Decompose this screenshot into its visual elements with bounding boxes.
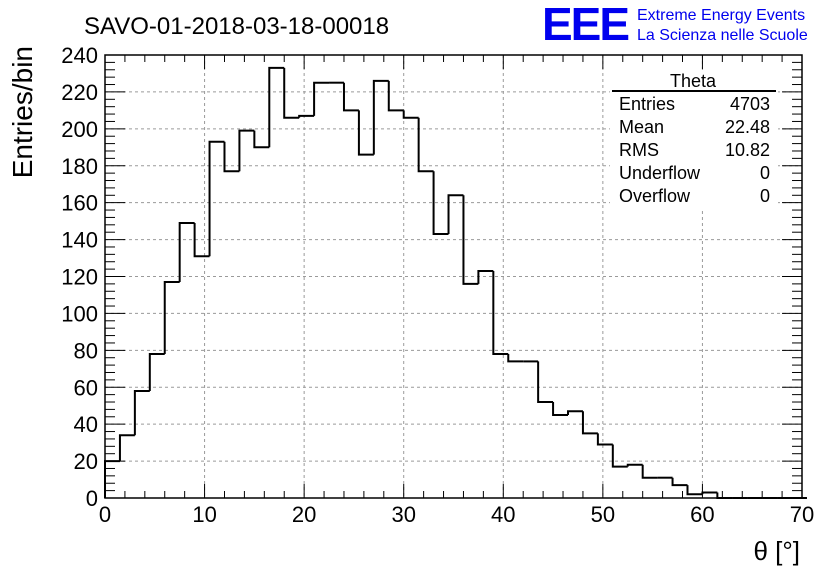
- histogram-bin: [477, 269, 494, 284]
- histogram-bin: [223, 141, 240, 173]
- histogram-bin: [313, 81, 330, 116]
- histogram-bin: [611, 444, 628, 468]
- histogram-bin: [447, 194, 464, 235]
- histogram-bin: [596, 433, 613, 446]
- stats-value-underflow: 0: [760, 163, 770, 183]
- x-tick-label: 60: [690, 502, 714, 527]
- logo-line-1: Extreme Energy Events: [637, 7, 805, 24]
- x-axis-label: θ [°]: [753, 536, 800, 566]
- stats-label-mean: Mean: [619, 117, 664, 137]
- x-tick-label: 20: [292, 502, 316, 527]
- y-tick-label: 120: [61, 265, 98, 290]
- stats-value-overflow: 0: [760, 186, 770, 206]
- stats-box: Theta Entries 4703 Mean 22.48 RMS 10.82 …: [610, 70, 778, 210]
- y-tick-label: 240: [61, 43, 98, 68]
- histogram-bin: [671, 477, 688, 487]
- histogram-bin: [626, 463, 643, 467]
- histogram-bin: [567, 410, 583, 415]
- stats-label-underflow: Underflow: [619, 163, 701, 183]
- x-tick-label: 70: [790, 502, 814, 527]
- y-tick-label: 20: [74, 449, 98, 474]
- histogram-bin: [387, 80, 404, 112]
- histogram-bin: [208, 140, 225, 257]
- histogram-bin: [507, 354, 524, 363]
- y-tick-label: 140: [61, 228, 98, 253]
- histogram-bin: [462, 195, 479, 285]
- histogram-bin: [552, 402, 569, 416]
- histogram-bin: [193, 222, 210, 258]
- histogram-bin: [342, 82, 359, 112]
- y-axis-label: Entries/bin: [7, 46, 38, 178]
- stats-value-rms: 10.82: [725, 140, 770, 160]
- logo-mark: EEE: [542, 0, 628, 50]
- histogram-bin: [133, 389, 150, 436]
- histogram-bin: [641, 464, 658, 479]
- histogram-bin: [402, 110, 419, 119]
- y-tick-label: 40: [74, 412, 98, 437]
- stats-value-entries: 4703: [730, 94, 770, 114]
- chart-title: SAVO-01-2018-03-18-00018: [84, 13, 389, 40]
- histogram-bin: [537, 361, 554, 404]
- x-tick-label: 40: [491, 502, 515, 527]
- logo-line-2: La Scienza nelle Scuole: [637, 27, 808, 44]
- histogram-bin: [118, 434, 135, 462]
- y-tick-label: 160: [61, 191, 98, 216]
- histogram-bin: [178, 221, 195, 283]
- histogram-bin: [268, 66, 285, 148]
- stats-label-overflow: Overflow: [619, 186, 691, 206]
- y-tick-label: 220: [61, 80, 98, 105]
- y-tick-label: 0: [86, 486, 98, 511]
- x-tick-label: 10: [192, 502, 216, 527]
- histogram-bin: [253, 130, 270, 149]
- y-tick-label: 200: [61, 117, 98, 142]
- histogram-bin: [298, 114, 315, 118]
- y-tick-label: 60: [74, 375, 98, 400]
- y-tick-label: 180: [61, 154, 98, 179]
- y-tick-label: 100: [61, 301, 98, 326]
- grid-lines: [105, 55, 802, 498]
- histogram-bin: [163, 281, 180, 355]
- x-tick-label: 30: [391, 502, 415, 527]
- stats-title: Theta: [670, 71, 717, 91]
- stats-value-mean: 22.48: [725, 117, 770, 137]
- histogram-bin: [283, 67, 300, 119]
- histogram-bin: [686, 485, 703, 496]
- x-tick-label: 0: [99, 502, 111, 527]
- histogram-bin: [238, 129, 255, 172]
- eee-logo: EEE Extreme Energy Events La Scienza nel…: [542, 0, 808, 50]
- histogram-bin: [581, 411, 598, 435]
- y-tick-label: 80: [74, 338, 98, 363]
- histogram-bin: [372, 79, 389, 155]
- stats-box-background: [610, 70, 778, 210]
- histogram-bin: [492, 270, 509, 356]
- histogram-bin: [432, 171, 449, 236]
- y-axis-ticks: 0 20 40 60 80 100 120 140 160 180 200 220 240: [61, 43, 802, 511]
- histogram-bin: [148, 353, 165, 391]
- histogram-bin: [417, 117, 434, 173]
- x-tick-label: 50: [591, 502, 615, 527]
- stats-label-rms: RMS: [619, 140, 659, 160]
- x-axis-ticks: 0 10 20 30 40 50 60 70: [99, 55, 814, 527]
- histogram-bin: [357, 110, 374, 156]
- stats-label-entries: Entries: [619, 94, 675, 114]
